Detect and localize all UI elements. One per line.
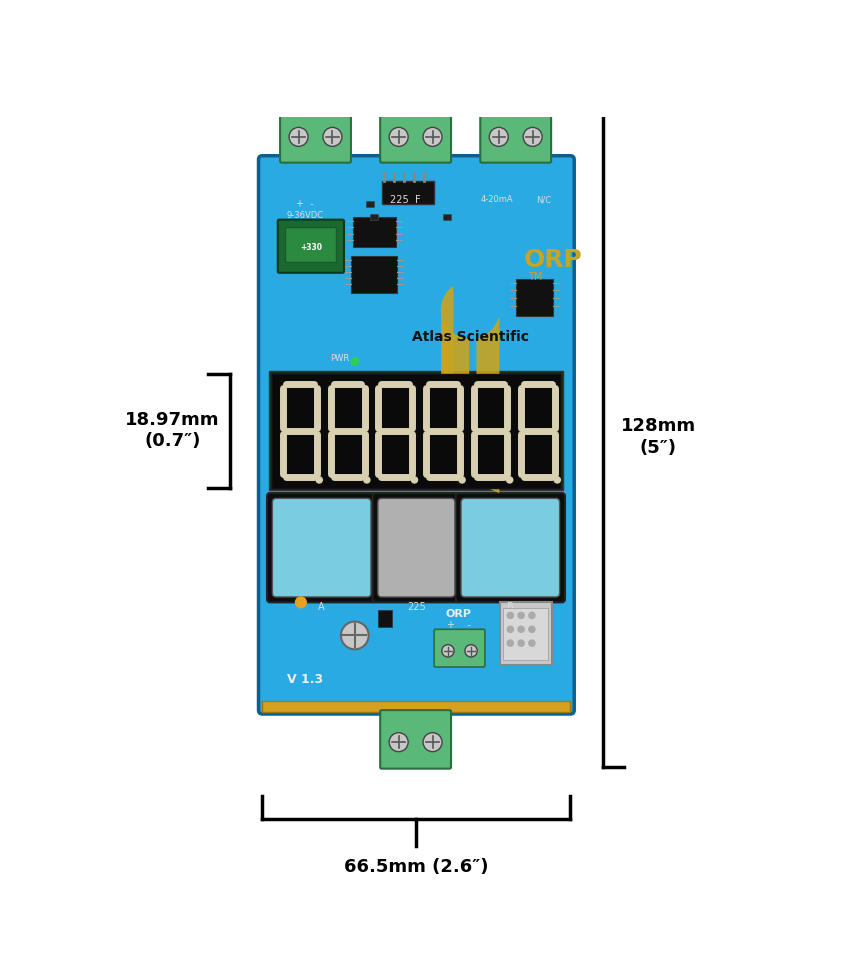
Text: Atlas Scientific: Atlas Scientific (411, 329, 529, 344)
FancyBboxPatch shape (380, 710, 451, 769)
Text: +    -: + - (447, 620, 471, 630)
Circle shape (442, 645, 454, 657)
Text: 9-36VDC: 9-36VDC (286, 210, 323, 220)
FancyBboxPatch shape (272, 498, 371, 597)
Circle shape (459, 477, 465, 483)
Text: +  -: + - (296, 199, 314, 209)
Circle shape (507, 477, 513, 483)
FancyBboxPatch shape (378, 498, 455, 597)
FancyBboxPatch shape (456, 493, 565, 603)
Circle shape (465, 645, 477, 657)
Text: 128mm: 128mm (620, 417, 695, 436)
Text: TM: TM (528, 272, 542, 281)
Bar (263, 701, 570, 711)
Text: 18.97mm: 18.97mm (125, 411, 219, 429)
Circle shape (423, 733, 442, 751)
FancyBboxPatch shape (278, 220, 344, 273)
Text: 66.5mm (2.6″): 66.5mm (2.6″) (344, 858, 489, 876)
Circle shape (554, 477, 560, 483)
Circle shape (507, 613, 513, 618)
FancyBboxPatch shape (280, 106, 351, 162)
Bar (517, 279, 553, 316)
Bar (370, 214, 378, 221)
FancyBboxPatch shape (258, 155, 575, 714)
FancyBboxPatch shape (267, 493, 377, 603)
Circle shape (490, 127, 508, 147)
Circle shape (316, 477, 322, 483)
Text: B: B (507, 603, 513, 613)
Circle shape (529, 613, 535, 618)
Bar (444, 214, 451, 221)
Text: ORP: ORP (445, 609, 472, 618)
Circle shape (507, 626, 513, 632)
Bar (378, 610, 392, 627)
Text: 225: 225 (407, 603, 426, 613)
Text: 225  F: 225 F (389, 194, 420, 204)
Circle shape (296, 597, 306, 608)
FancyBboxPatch shape (480, 106, 551, 162)
Bar (269, 371, 563, 489)
Text: PWR: PWR (330, 354, 349, 362)
FancyBboxPatch shape (461, 498, 559, 597)
Circle shape (364, 477, 370, 483)
Circle shape (323, 127, 342, 147)
FancyBboxPatch shape (372, 493, 460, 603)
Text: (5″): (5″) (640, 439, 677, 457)
Circle shape (341, 621, 369, 650)
Circle shape (411, 477, 417, 483)
Circle shape (518, 640, 524, 646)
Text: 4-20mA: 4-20mA (481, 195, 513, 204)
FancyBboxPatch shape (434, 629, 484, 667)
FancyBboxPatch shape (380, 106, 451, 162)
Circle shape (389, 733, 408, 751)
Bar (286, 228, 336, 262)
Bar (366, 201, 374, 207)
Text: V 1.3: V 1.3 (286, 673, 323, 686)
Bar (354, 217, 395, 246)
Text: ORP: ORP (524, 248, 583, 272)
Bar (272, 373, 560, 488)
Circle shape (289, 127, 308, 147)
Circle shape (529, 640, 535, 646)
Circle shape (351, 358, 359, 365)
Circle shape (523, 127, 542, 147)
Bar (351, 256, 397, 293)
Text: N/C: N/C (536, 195, 551, 204)
Circle shape (389, 127, 408, 147)
Text: A: A (319, 603, 325, 613)
Circle shape (529, 626, 535, 632)
Text: (0.7″): (0.7″) (144, 433, 201, 450)
Text: +330: +330 (300, 243, 322, 252)
Circle shape (518, 613, 524, 618)
Bar (503, 608, 548, 660)
Bar (500, 603, 552, 665)
Circle shape (423, 127, 442, 147)
Circle shape (507, 640, 513, 646)
Bar (382, 181, 434, 204)
Circle shape (518, 626, 524, 632)
